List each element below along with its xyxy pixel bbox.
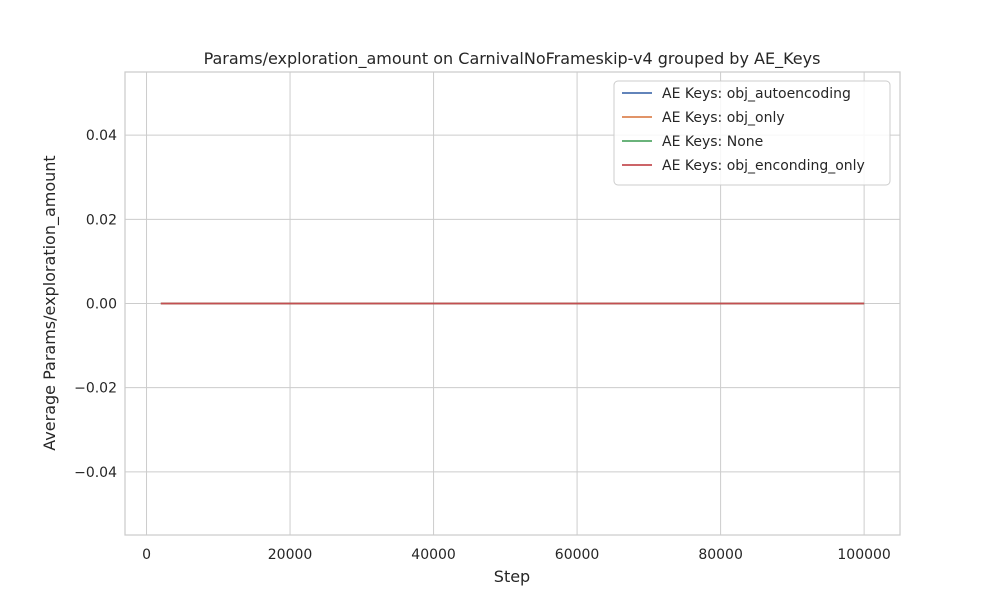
legend-label: AE Keys: obj_autoencoding xyxy=(662,86,851,102)
legend-label: AE Keys: obj_enconding_only xyxy=(662,158,865,174)
legend-label: AE Keys: None xyxy=(662,134,763,150)
y-axis-title: Average Params/exploration_amount xyxy=(40,155,60,450)
x-tick-label: 20000 xyxy=(268,547,313,563)
x-tick-label: 60000 xyxy=(555,547,600,563)
x-tick-label: 100000 xyxy=(837,547,890,563)
x-tick-label: 40000 xyxy=(411,547,456,563)
legend-label: AE Keys: obj_only xyxy=(662,110,785,126)
y-tick-label: −0.02 xyxy=(74,381,117,397)
x-tick-label: 0 xyxy=(142,547,151,563)
y-tick-label: 0.00 xyxy=(86,297,117,313)
y-tick-labels: −0.04 −0.02 0.00 0.02 0.04 xyxy=(74,128,117,481)
x-tick-label: 80000 xyxy=(698,547,743,563)
x-tick-labels: 0 20000 40000 60000 80000 100000 xyxy=(142,547,891,563)
plot-frame xyxy=(124,71,901,536)
chart-title: Params/exploration_amount on CarnivalNoF… xyxy=(204,49,821,69)
y-tick-label: 0.04 xyxy=(86,128,117,144)
y-tick-label: −0.04 xyxy=(74,465,117,481)
y-tick-label: 0.02 xyxy=(86,212,117,228)
x-axis-title: Step xyxy=(494,567,530,586)
legend-box xyxy=(613,80,891,186)
legend: AE Keys: obj_autoencoding AE Keys: obj_on… xyxy=(613,80,891,186)
